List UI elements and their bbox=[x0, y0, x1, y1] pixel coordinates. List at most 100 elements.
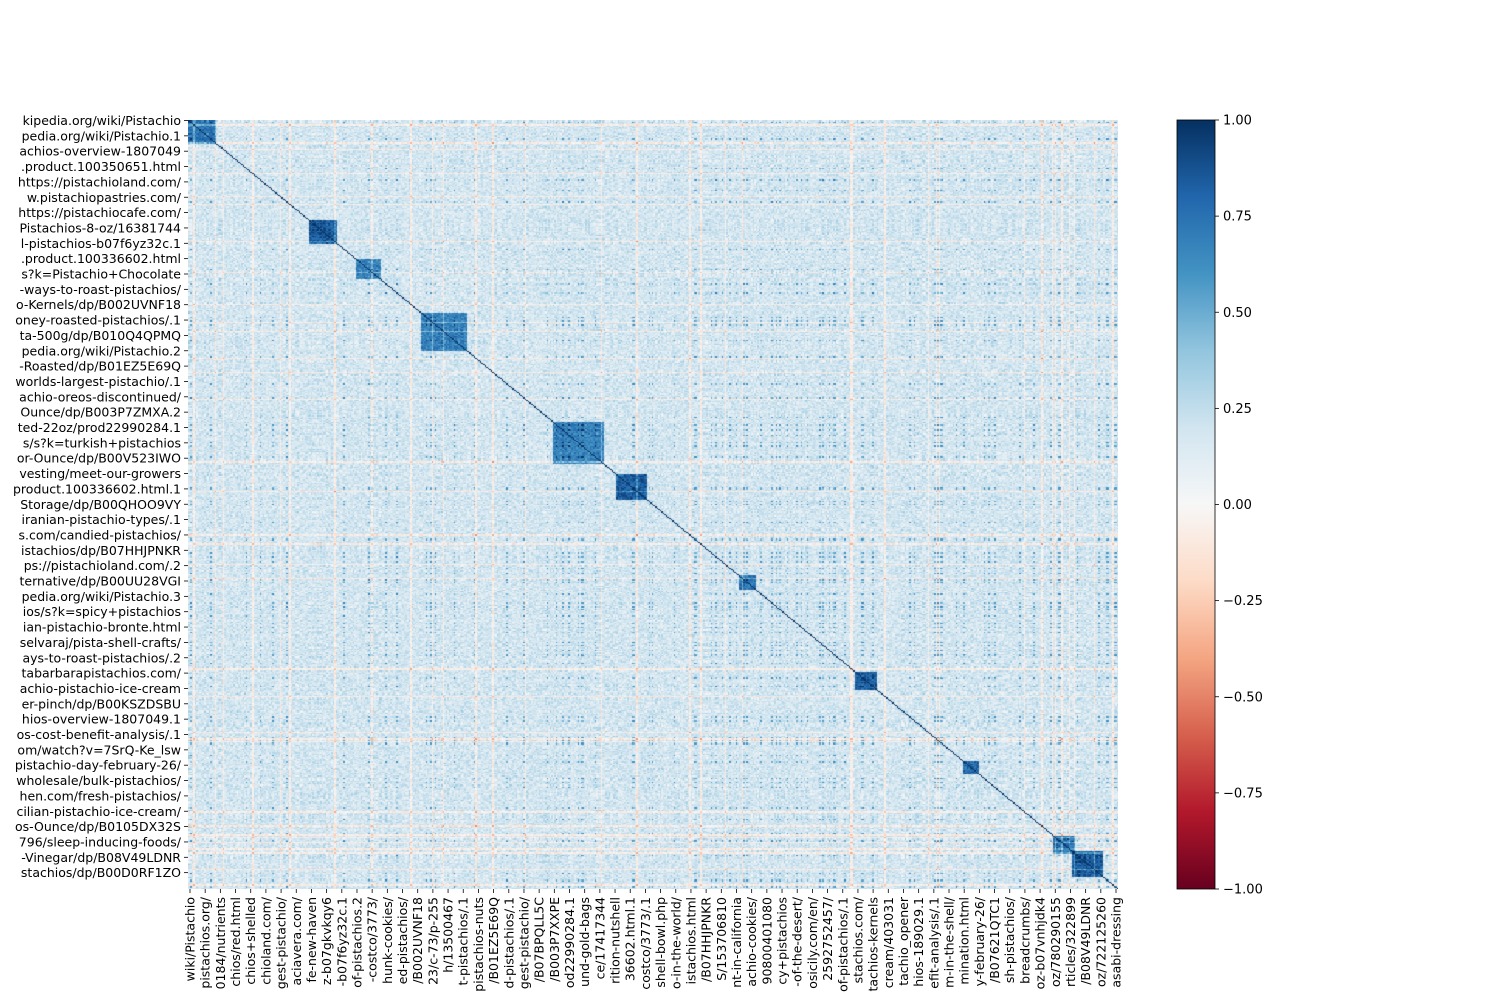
column-label: h/13500467 bbox=[441, 897, 456, 973]
column-label: chioland.com/ bbox=[258, 896, 273, 985]
column-label: hios-189029.1 bbox=[911, 897, 926, 987]
column-label: asabi-dressing bbox=[1109, 897, 1124, 988]
column-label: cream/403031 bbox=[881, 897, 896, 988]
row-label: ternative/dp/B00UU28VGI bbox=[20, 574, 181, 589]
row-label: om/watch?v=7SrQ-Ke_lsw bbox=[17, 742, 181, 757]
row-label: o-Kernels/dp/B002UVNF18 bbox=[16, 297, 181, 312]
column-label: fe-new-haven bbox=[304, 897, 319, 983]
column-label: ce/17417344 bbox=[592, 897, 607, 979]
column-label: stachios.com/ bbox=[850, 896, 865, 983]
colorbar-tick-label: 0.75 bbox=[1223, 210, 1252, 225]
colorbar-tick-label: 0.50 bbox=[1223, 306, 1252, 321]
column-label: y-february-26/ bbox=[972, 896, 987, 986]
row-label: ta-500g/dp/B010Q4QPMQ bbox=[20, 328, 182, 343]
row-label: pistachio-day-february-26/ bbox=[15, 758, 182, 773]
row-label: kipedia.org/wiki/Pistachio bbox=[23, 113, 181, 128]
row-label: Pistachios-8-oz/16381744 bbox=[20, 220, 182, 235]
column-label: hunk-cookies/ bbox=[380, 896, 395, 984]
column-label: tachio_opener bbox=[896, 896, 911, 986]
colorbar-tick-label: 0.00 bbox=[1223, 498, 1252, 513]
row-label: achio-pistachio-ice-cream bbox=[20, 681, 181, 696]
colorbar-tick-label: 0.25 bbox=[1223, 402, 1252, 417]
column-label: costco/3773/.1 bbox=[638, 897, 653, 990]
column-label: tachios-kernels bbox=[866, 897, 881, 992]
row-label: achios-overview-1807049 bbox=[19, 144, 181, 159]
row-label: 796/sleep-inducing-foods/ bbox=[19, 834, 182, 849]
column-label: /B08V49LDNR bbox=[1078, 897, 1093, 985]
row-label: ios/s?k=spicy+pistachios bbox=[23, 604, 181, 619]
column-label: mination.html bbox=[957, 897, 972, 985]
colorbar-tick-label: −0.50 bbox=[1223, 690, 1263, 705]
column-label: shell-bowl.php bbox=[653, 897, 668, 988]
row-label: -Vinegar/dp/B08V49LDNR bbox=[21, 850, 181, 865]
row-label: ays-to-roast-pistachios/.2 bbox=[22, 650, 181, 665]
row-label: vesting/meet-our-growers bbox=[19, 466, 181, 481]
row-label: pedia.org/wiki/Pistachio.2 bbox=[22, 343, 181, 358]
column-label: 0184/nutrients bbox=[213, 897, 228, 989]
colorbar-tick-label: −0.25 bbox=[1223, 594, 1263, 609]
column-label: S/153706810 bbox=[714, 897, 729, 981]
column-label: -b07f6yz32c.1 bbox=[334, 897, 349, 986]
row-label: https://pistachioland.com/ bbox=[18, 174, 182, 189]
column-label: of-pistachios/.1 bbox=[835, 897, 850, 992]
row-label: https://pistachiocafe.com/ bbox=[18, 205, 181, 220]
row-label: s.com/candied-pistachios/ bbox=[18, 527, 181, 542]
column-label: /B003P7XXPE bbox=[547, 897, 562, 982]
column-label: breadcrumbs/ bbox=[1017, 896, 1032, 984]
row-label: tabarbarapistachios.com/ bbox=[22, 666, 182, 681]
row-label: -Roasted/dp/B01EZ5E69Q bbox=[19, 359, 181, 374]
column-label: rition-nutshell bbox=[608, 897, 623, 984]
colorbar bbox=[1177, 120, 1215, 889]
column-labels: wiki/Pistachio pistachios.org/0184/nutrie… bbox=[183, 889, 1124, 992]
column-label: und-gold-bags bbox=[577, 897, 592, 987]
column-label: oz/780290155 bbox=[1048, 897, 1063, 987]
row-label: er-pinch/dp/B00KSZDSBU bbox=[22, 696, 181, 711]
column-label: /B07621QTC1 bbox=[987, 897, 1002, 983]
row-label: istachios/dp/B07HHJPNKR bbox=[21, 543, 181, 558]
column-label: achio-cookies/ bbox=[744, 896, 759, 986]
row-label: Storage/dp/B00QHOO9VY bbox=[20, 497, 181, 512]
column-label: wiki/Pistachio bbox=[183, 897, 198, 981]
column-label: gest-pistachio/ bbox=[516, 896, 531, 989]
row-label: achio-oreos-discontinued/ bbox=[19, 389, 182, 404]
row-label: selvaraj/pista-shell-crafts/ bbox=[20, 635, 182, 650]
row-label: ted-22oz/prod22990284.1 bbox=[18, 420, 181, 435]
column-label: d-pistachios/.1 bbox=[501, 897, 516, 989]
row-label: product.100336602.html.1 bbox=[13, 481, 181, 496]
row-label: hios-overview-1807049.1 bbox=[22, 712, 181, 727]
row-labels: kipedia.org/wiki/Pistachiopedia.org/wiki… bbox=[13, 113, 188, 880]
column-label: od22990284.1 bbox=[562, 897, 577, 988]
column-label: gest-pistachio/ bbox=[274, 896, 289, 989]
column-label: o-in-the-world/ bbox=[668, 896, 683, 989]
column-label: aciavera.com/ bbox=[289, 896, 304, 985]
row-label: oney-roasted-pistachios/.1 bbox=[15, 313, 181, 328]
column-label: -of-the-desert/ bbox=[790, 896, 805, 987]
row-label: cilian-pistachio-ice-cream/ bbox=[16, 804, 181, 819]
column-label: /B01EZ5E69Q bbox=[486, 897, 501, 984]
row-label: os-Ounce/dp/B0105DX32S bbox=[15, 819, 181, 834]
column-label: sh-pistachios/ bbox=[1002, 896, 1017, 983]
row-label: pedia.org/wiki/Pistachio.3 bbox=[22, 589, 181, 604]
row-label: hen.com/fresh-pistachios/ bbox=[20, 788, 182, 803]
column-label: nt-in-california bbox=[729, 897, 744, 988]
colorbar-ticks: 1.00 0.75 0.50 0.25 0.00 −0.25 −0.50 −0.75 −1.00 bbox=[1215, 114, 1263, 898]
column-label: cy+pistachios bbox=[775, 897, 790, 985]
column-label: -costco/3773/ bbox=[365, 896, 380, 982]
row-label: or-Ounce/dp/B00V523IWO bbox=[17, 451, 181, 466]
column-label: /B07BPQLL5C bbox=[532, 897, 547, 983]
row-label: s?k=Pistachio+Chocolate bbox=[21, 267, 181, 282]
column-label: osicily.com/en/ bbox=[805, 896, 820, 989]
row-label: pedia.org/wiki/Pistachio.1 bbox=[22, 128, 181, 143]
column-label: oz/722125260 bbox=[1093, 897, 1108, 987]
column-label: efit-analysis/.1 bbox=[926, 897, 941, 989]
row-label: .product.100336602.html bbox=[21, 251, 181, 266]
colorbar-tick-label: −0.75 bbox=[1223, 786, 1263, 801]
column-label: oz-b07vnhjdk4 bbox=[1033, 897, 1048, 989]
row-label: os-cost-benefit-analysis/.1 bbox=[17, 727, 181, 742]
column-label: 90800401080 bbox=[759, 897, 774, 985]
column-label: rticles/322899 bbox=[1063, 897, 1078, 987]
column-label: /B07HHJPNKR bbox=[699, 897, 714, 982]
column-label: ed-pistachios/ bbox=[395, 896, 410, 984]
row-label: w.pistachiopastries.com/ bbox=[27, 190, 182, 205]
